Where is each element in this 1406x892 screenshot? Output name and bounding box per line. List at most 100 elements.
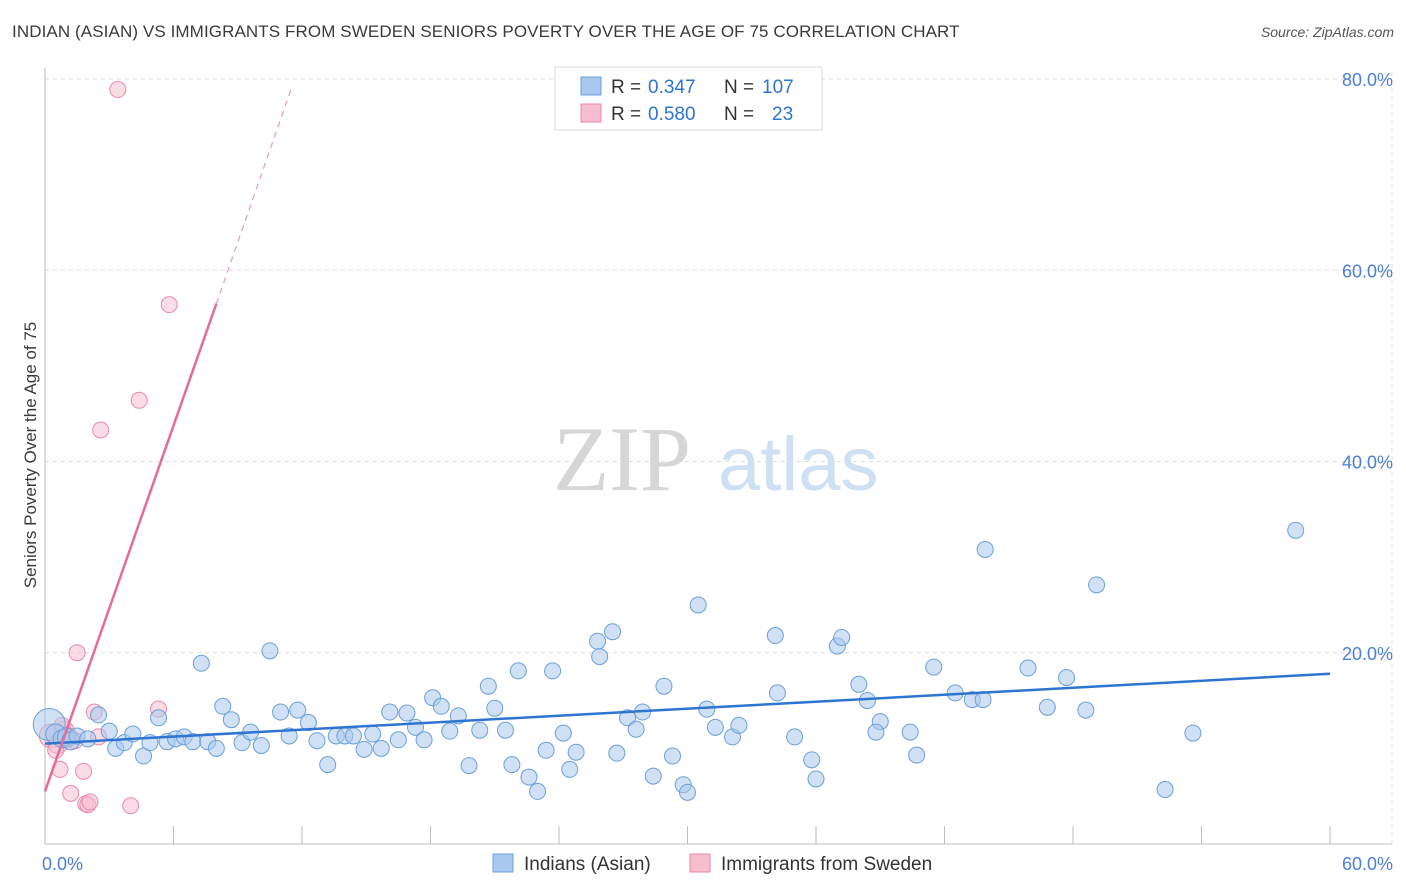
point-indians-asian — [1058, 669, 1076, 687]
y-tick-label: 40.0% — [1342, 453, 1393, 473]
point-indians-asian — [503, 756, 521, 774]
point-indians-asian — [192, 654, 210, 672]
point-indians-asian — [150, 709, 168, 727]
point-indians-asian — [214, 697, 232, 715]
point-indians-asian — [867, 723, 885, 741]
point-indians-asian — [664, 747, 682, 765]
point-indians-asian — [561, 760, 579, 778]
trend-line-sweden-extension — [215, 88, 292, 304]
stats-r-label-pink: R = — [611, 104, 641, 125]
point-indians-asian — [252, 737, 270, 755]
point-indians-asian — [1019, 659, 1037, 677]
legend-label-sweden: Immigrants from Sweden — [721, 854, 932, 875]
trend-line-indians — [44, 672, 1331, 745]
point-indians-asian — [509, 662, 527, 680]
point-indians-asian — [619, 709, 637, 727]
series-indians-asian — [32, 521, 1305, 801]
point-indians-asian — [520, 768, 538, 786]
chart-title: INDIAN (ASIAN) VS IMMIGRANTS FROM SWEDEN… — [12, 22, 960, 41]
point-indians-asian — [299, 714, 317, 732]
point-indians-asian — [90, 706, 108, 724]
stats-n-label-blue: N = — [724, 77, 754, 98]
x-tick-label: 60.0% — [1342, 854, 1393, 874]
point-indians-asian — [644, 767, 662, 785]
y-tick-label: 20.0% — [1342, 644, 1393, 664]
stats-r-label-blue: R = — [611, 77, 641, 98]
point-immigrants-sweden — [62, 784, 80, 802]
point-indians-asian — [908, 746, 926, 764]
point-immigrants-sweden — [122, 797, 140, 815]
stats-n-label-pink: N = — [724, 104, 754, 125]
stats-legend-swatch-pink — [580, 103, 602, 123]
point-indians-asian — [496, 721, 514, 739]
point-indians-asian — [604, 623, 622, 641]
point-indians-asian — [768, 684, 786, 702]
point-indians-asian — [1088, 576, 1106, 594]
trend-line-sweden — [43, 303, 218, 792]
watermark-zip: ZIP — [553, 408, 691, 510]
point-indians-asian — [289, 701, 307, 719]
point-indians-asian — [207, 739, 225, 757]
point-indians-asian — [381, 703, 399, 721]
point-immigrants-sweden — [160, 296, 178, 314]
point-immigrants-sweden — [81, 793, 99, 811]
watermark: ZIP atlas — [553, 408, 879, 510]
point-indians-asian — [344, 727, 362, 745]
point-indians-asian — [261, 642, 279, 660]
watermark-atlas: atlas — [718, 422, 879, 507]
point-indians-asian — [1287, 521, 1305, 539]
stats-legend: R = 0.347 N = 107 R = 0.580 N = 23 — [554, 66, 823, 131]
source-credit: Source: ZipAtlas.com — [1260, 24, 1394, 40]
y-axis-label: Seniors Poverty Over the Age of 75 — [21, 322, 40, 588]
point-indians-asian — [529, 782, 547, 800]
point-indians-asian — [1038, 698, 1056, 716]
legend-swatch-indians — [492, 853, 514, 873]
point-immigrants-sweden — [68, 644, 86, 662]
point-indians-asian — [432, 697, 450, 715]
stats-legend-swatch-blue — [580, 76, 602, 96]
point-indians-asian — [627, 720, 645, 738]
point-indians-asian — [554, 724, 572, 742]
stats-n-value-blue: 107 — [762, 77, 794, 98]
point-indians-asian — [925, 658, 943, 676]
point-indians-asian — [398, 704, 416, 722]
point-indians-asian — [589, 632, 607, 650]
series-immigrants-from-sweden — [38, 81, 178, 815]
stats-r-value-blue: 0.347 — [648, 77, 696, 98]
point-indians-asian — [730, 716, 748, 734]
trend-lines — [43, 88, 1331, 792]
point-indians-asian — [537, 741, 555, 759]
legend-swatch-sweden — [689, 853, 711, 873]
point-indians-asian — [858, 692, 876, 710]
point-immigrants-sweden — [92, 421, 110, 439]
point-indians-asian — [706, 718, 724, 736]
point-immigrants-sweden — [75, 762, 93, 780]
point-indians-asian — [544, 662, 562, 680]
point-indians-asian — [222, 711, 240, 729]
point-indians-asian — [471, 721, 489, 739]
point-indians-asian — [415, 731, 433, 749]
point-indians-asian — [766, 627, 784, 645]
legend-label-indians: Indians (Asian) — [524, 854, 651, 875]
point-indians-asian — [901, 723, 919, 741]
point-indians-asian — [319, 756, 337, 774]
point-immigrants-sweden — [130, 391, 148, 409]
point-indians-asian — [280, 727, 298, 745]
point-indians-asian — [389, 731, 407, 749]
point-indians-asian — [608, 744, 626, 762]
point-indians-asian — [591, 648, 609, 666]
point-indians-asian — [655, 677, 673, 695]
point-indians-asian — [272, 703, 290, 721]
point-indians-asian — [1077, 701, 1095, 719]
point-indians-asian — [803, 751, 821, 769]
point-indians-asian — [441, 722, 459, 740]
point-indians-asian — [308, 732, 326, 750]
point-indians-asian — [1184, 724, 1202, 742]
point-indians-asian — [79, 730, 97, 748]
point-indians-asian — [833, 628, 851, 646]
point-indians-asian — [1156, 780, 1174, 798]
stats-r-value-pink: 0.580 — [648, 104, 696, 125]
point-indians-asian — [786, 728, 804, 746]
point-indians-asian — [355, 740, 373, 758]
